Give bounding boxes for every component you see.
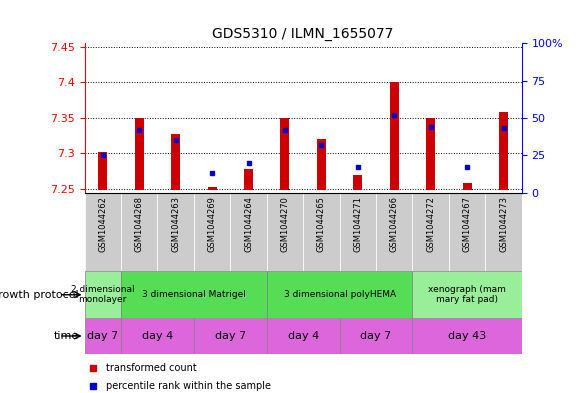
Bar [85, 193, 121, 271]
Bar [208, 187, 217, 191]
Text: GSM1044272: GSM1044272 [426, 196, 435, 252]
Bar [194, 193, 230, 271]
Bar [412, 193, 449, 271]
Text: GSM1044270: GSM1044270 [280, 196, 289, 252]
Text: GSM1044268: GSM1044268 [135, 196, 143, 252]
Text: xenograph (mam
mary fat pad): xenograph (mam mary fat pad) [428, 285, 506, 305]
Text: 2 dimensional
monolayer: 2 dimensional monolayer [71, 285, 135, 305]
Bar [412, 271, 522, 318]
Bar [412, 318, 522, 354]
Bar [98, 152, 107, 191]
Text: percentile rank within the sample: percentile rank within the sample [106, 381, 272, 391]
Bar [244, 169, 253, 191]
Bar [157, 193, 194, 271]
Text: growth protocol: growth protocol [0, 290, 79, 300]
Text: 3 dimensional polyHEMA: 3 dimensional polyHEMA [283, 290, 396, 299]
Bar [339, 318, 412, 354]
Text: 3 dimensional Matrigel: 3 dimensional Matrigel [142, 290, 246, 299]
Bar [121, 193, 157, 271]
Bar [376, 193, 412, 271]
Text: transformed count: transformed count [106, 363, 197, 373]
Bar [339, 193, 376, 271]
Bar [317, 139, 326, 191]
Text: day 4: day 4 [142, 331, 173, 341]
Text: day 7: day 7 [87, 331, 118, 341]
Bar [303, 193, 339, 271]
Text: GSM1044273: GSM1044273 [499, 196, 508, 252]
Bar [353, 175, 363, 191]
Title: GDS5310 / ILMN_1655077: GDS5310 / ILMN_1655077 [212, 27, 394, 41]
Bar [266, 271, 412, 318]
Bar [449, 193, 485, 271]
Text: day 7: day 7 [360, 331, 392, 341]
Bar [266, 318, 339, 354]
Bar [85, 271, 121, 318]
Bar [135, 118, 144, 191]
Bar [426, 118, 436, 191]
Text: GSM1044262: GSM1044262 [99, 196, 107, 252]
Bar [499, 112, 508, 191]
Bar [171, 134, 180, 191]
Bar [280, 118, 290, 191]
Bar [266, 193, 303, 271]
Bar [485, 193, 522, 271]
Text: GSM1044269: GSM1044269 [208, 196, 216, 252]
Text: GSM1044271: GSM1044271 [353, 196, 362, 252]
Bar [121, 271, 266, 318]
Text: time: time [54, 331, 79, 341]
Bar [230, 193, 266, 271]
Text: day 43: day 43 [448, 331, 486, 341]
Bar [85, 318, 121, 354]
Bar [462, 183, 472, 191]
Text: GSM1044267: GSM1044267 [463, 196, 472, 252]
Text: day 4: day 4 [287, 331, 319, 341]
Text: GSM1044264: GSM1044264 [244, 196, 253, 252]
Text: day 7: day 7 [215, 331, 246, 341]
Bar [194, 318, 266, 354]
Text: GSM1044265: GSM1044265 [317, 196, 326, 252]
Bar [121, 318, 194, 354]
Bar [389, 83, 399, 191]
Text: GSM1044263: GSM1044263 [171, 196, 180, 252]
Text: GSM1044266: GSM1044266 [390, 196, 399, 252]
